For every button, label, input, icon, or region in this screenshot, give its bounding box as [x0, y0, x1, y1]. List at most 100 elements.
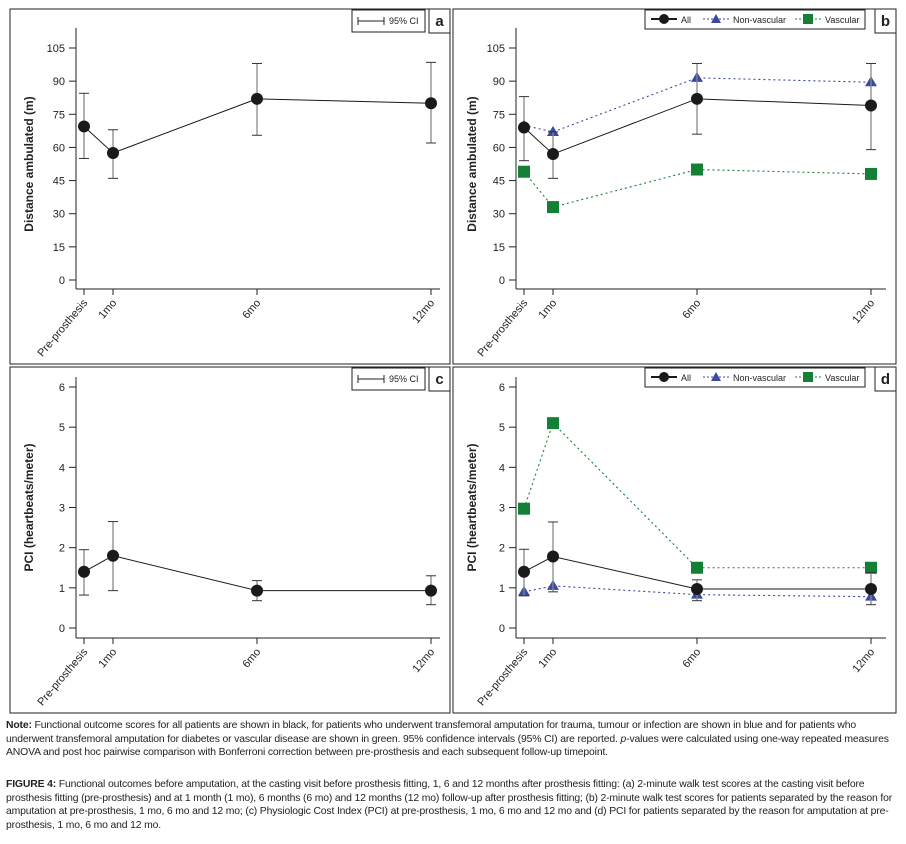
- y-tick-label: 0: [59, 275, 65, 287]
- data-point-vascular: [691, 561, 703, 574]
- data-point-vascular: [691, 163, 703, 176]
- y-axis-label: PCI (heartbeats/meter): [22, 443, 36, 571]
- legend-label: Vascular: [825, 373, 859, 383]
- data-point-all: [547, 550, 559, 563]
- series-line-all: [83, 98, 432, 154]
- panel-border: [9, 366, 451, 714]
- x-tick-label: 1mo: [96, 297, 119, 321]
- figure-note: Note: Functional outcome scores for all …: [6, 719, 898, 760]
- x-tick-label: Pre-prosthesis: [36, 646, 91, 708]
- data-point-vascular: [865, 561, 877, 574]
- y-tick-label: 2: [499, 543, 505, 555]
- x-tick-label: 1mo: [536, 297, 559, 321]
- x-tick-label: 1mo: [96, 646, 119, 670]
- legend-box: [351, 367, 426, 391]
- series-line-all: [523, 98, 872, 155]
- y-tick-label: 30: [493, 209, 505, 221]
- y-tick-label: 45: [493, 176, 505, 188]
- y-tick-label: 30: [53, 209, 65, 221]
- legend-label: All: [681, 373, 691, 383]
- note-label: Note:: [6, 720, 32, 731]
- legend-label: All: [681, 15, 691, 25]
- panel-letter: b: [881, 13, 890, 30]
- panel-border: [452, 8, 897, 365]
- legend-label: Non-vascular: [733, 15, 786, 25]
- x-tick-label: 12mo: [850, 297, 877, 326]
- series-line-non-vascular: [523, 77, 872, 133]
- data-point-all: [251, 92, 263, 105]
- figure-caption: FIGURE 4: Functional outcomes before amp…: [6, 778, 898, 832]
- data-point-all: [691, 92, 703, 105]
- y-tick-label: 1: [59, 583, 65, 595]
- data-point-non-vascular: [547, 125, 559, 136]
- y-tick-label: 75: [53, 109, 65, 121]
- x-tick-label: 12mo: [410, 297, 437, 326]
- legend-label: 95% CI: [389, 16, 419, 26]
- y-tick-label: 0: [59, 623, 65, 635]
- legend-marker-vascular: [803, 14, 813, 24]
- panel-letter-box: [428, 8, 451, 34]
- y-tick-label: 5: [499, 422, 505, 434]
- y-tick-label: 15: [493, 242, 505, 254]
- data-point-vascular: [547, 417, 559, 430]
- x-tick-label: 12mo: [410, 646, 437, 675]
- y-tick-label: 15: [53, 242, 65, 254]
- legend-marker-non-vascular: [711, 14, 721, 23]
- y-tick-label: 105: [47, 43, 65, 55]
- legend-marker-vascular: [803, 372, 813, 382]
- y-axis-label: PCI (heartbeats/meter): [465, 443, 479, 571]
- x-tick-label: 6mo: [680, 646, 703, 670]
- note-text-2: -values were calculated using one-way re…: [6, 733, 889, 759]
- series-line-vascular: [523, 422, 871, 569]
- y-tick-label: 5: [59, 422, 65, 434]
- data-point-all: [518, 565, 530, 578]
- legend-label: 95% CI: [389, 374, 419, 384]
- data-point-vascular: [865, 167, 877, 180]
- data-point-all: [425, 584, 437, 597]
- y-axis-label: Distance ambulated (m): [465, 96, 479, 231]
- y-tick-label: 90: [493, 76, 505, 88]
- panel-letter: a: [435, 13, 444, 30]
- data-point-all: [251, 584, 263, 597]
- y-tick-label: 4: [499, 462, 505, 474]
- panel-letter-box: [428, 366, 451, 392]
- panel-letter-box: [874, 8, 897, 34]
- note-p: p: [620, 733, 627, 745]
- y-tick-label: 6: [59, 382, 65, 394]
- series-line-vascular: [523, 168, 872, 208]
- legend-marker-non-vascular: [711, 372, 721, 381]
- y-tick-label: 60: [493, 142, 505, 154]
- x-tick-label: Pre-prosthesis: [36, 297, 91, 359]
- data-point-all: [107, 146, 119, 159]
- data-point-all: [865, 99, 877, 112]
- panel-b: 0 15 30 45 60 75 90 105 Distance ambulated (m) Pr…: [452, 8, 897, 365]
- data-point-vascular: [518, 165, 530, 178]
- x-tick-label: Pre-prosthesis: [476, 297, 531, 359]
- caption-label: FIGURE 4:: [6, 779, 57, 790]
- data-point-all: [78, 565, 90, 578]
- data-point-all: [518, 121, 530, 134]
- data-point-all: [107, 549, 119, 562]
- y-tick-label: 75: [493, 109, 505, 121]
- y-tick-label: 0: [499, 623, 505, 635]
- note-text: Functional outcome scores for all patien…: [6, 720, 856, 745]
- data-point-all: [865, 583, 877, 596]
- panel-letter-box: [874, 366, 897, 392]
- panel-border: [9, 8, 451, 365]
- x-tick-label: 12mo: [850, 646, 877, 675]
- panel-border: [452, 366, 897, 714]
- y-axis-label: Distance ambulated (m): [22, 96, 36, 231]
- y-tick-label: 3: [499, 503, 505, 515]
- legend-box: [351, 9, 426, 33]
- x-tick-label: 6mo: [240, 646, 263, 670]
- series-line-non-vascular: [523, 585, 872, 598]
- y-tick-label: 1: [499, 583, 505, 595]
- series-line-all: [83, 555, 431, 592]
- panel-a: 0 15 30 45 60 75 90 105 Distance ambulated (m) Pr…: [9, 8, 451, 365]
- legend-marker-all: [659, 372, 669, 382]
- legend-marker-all: [659, 14, 669, 24]
- x-tick-label: 6mo: [680, 297, 703, 321]
- data-point-all: [547, 148, 559, 161]
- y-tick-label: 60: [53, 142, 65, 154]
